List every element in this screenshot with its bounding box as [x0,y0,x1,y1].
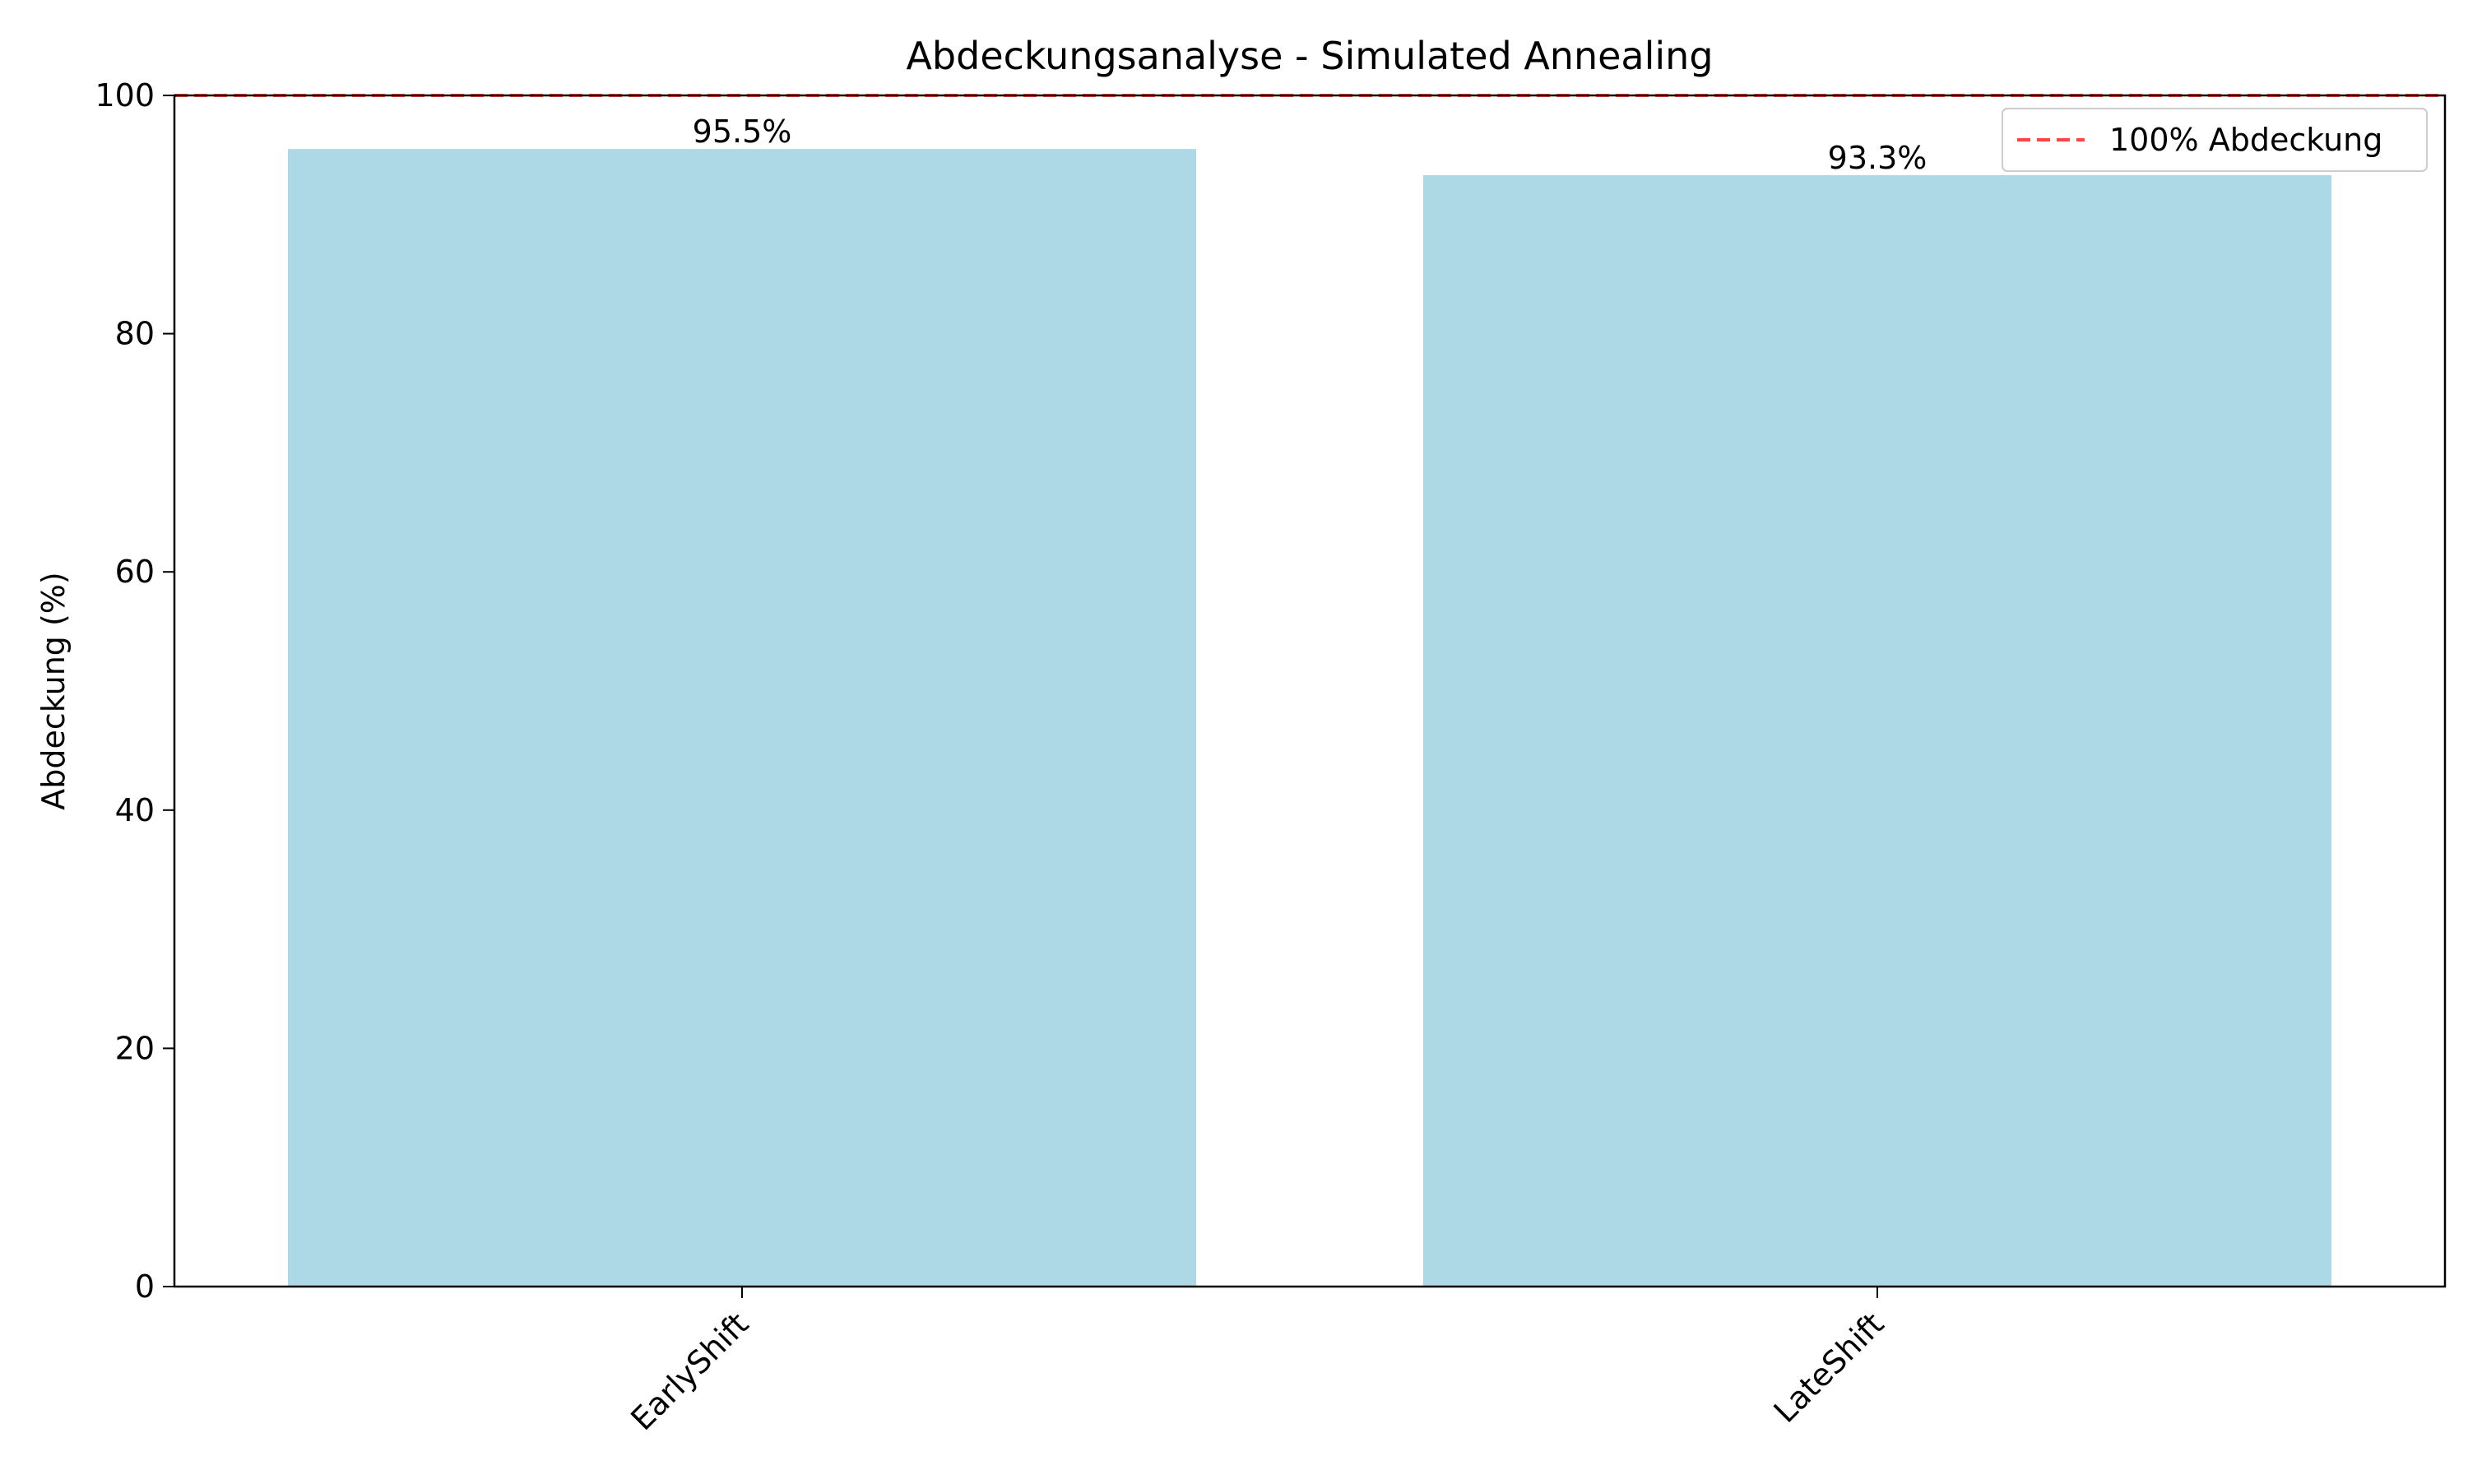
y-axis-label: Abdeckung (%) [35,572,72,809]
bar-earlyshift [288,149,1196,1287]
bars-layer [288,149,2331,1287]
legend-entry-label: 100% Abdeckung [2109,122,2382,158]
y-tick-label: 100 [95,77,155,114]
plot-frame [173,94,2447,1288]
bar-value-label: 95.5% [693,114,792,150]
legend: 100% Abdeckung [2002,108,2428,172]
axes-layer [163,94,2447,1298]
y-tick-label: 40 [115,792,155,828]
bar-lateshift [1423,175,2331,1287]
bar-value-label: 93.3% [1828,140,1928,176]
legend-box [2002,108,2428,172]
y-tick-label: 80 [115,316,155,352]
chart-title: Abdeckungsanalyse - Simulated Annealing [906,34,1713,78]
y-tick-label: 60 [115,554,155,590]
y-tick-label: 0 [135,1268,155,1305]
y-tick-label: 20 [115,1030,155,1066]
